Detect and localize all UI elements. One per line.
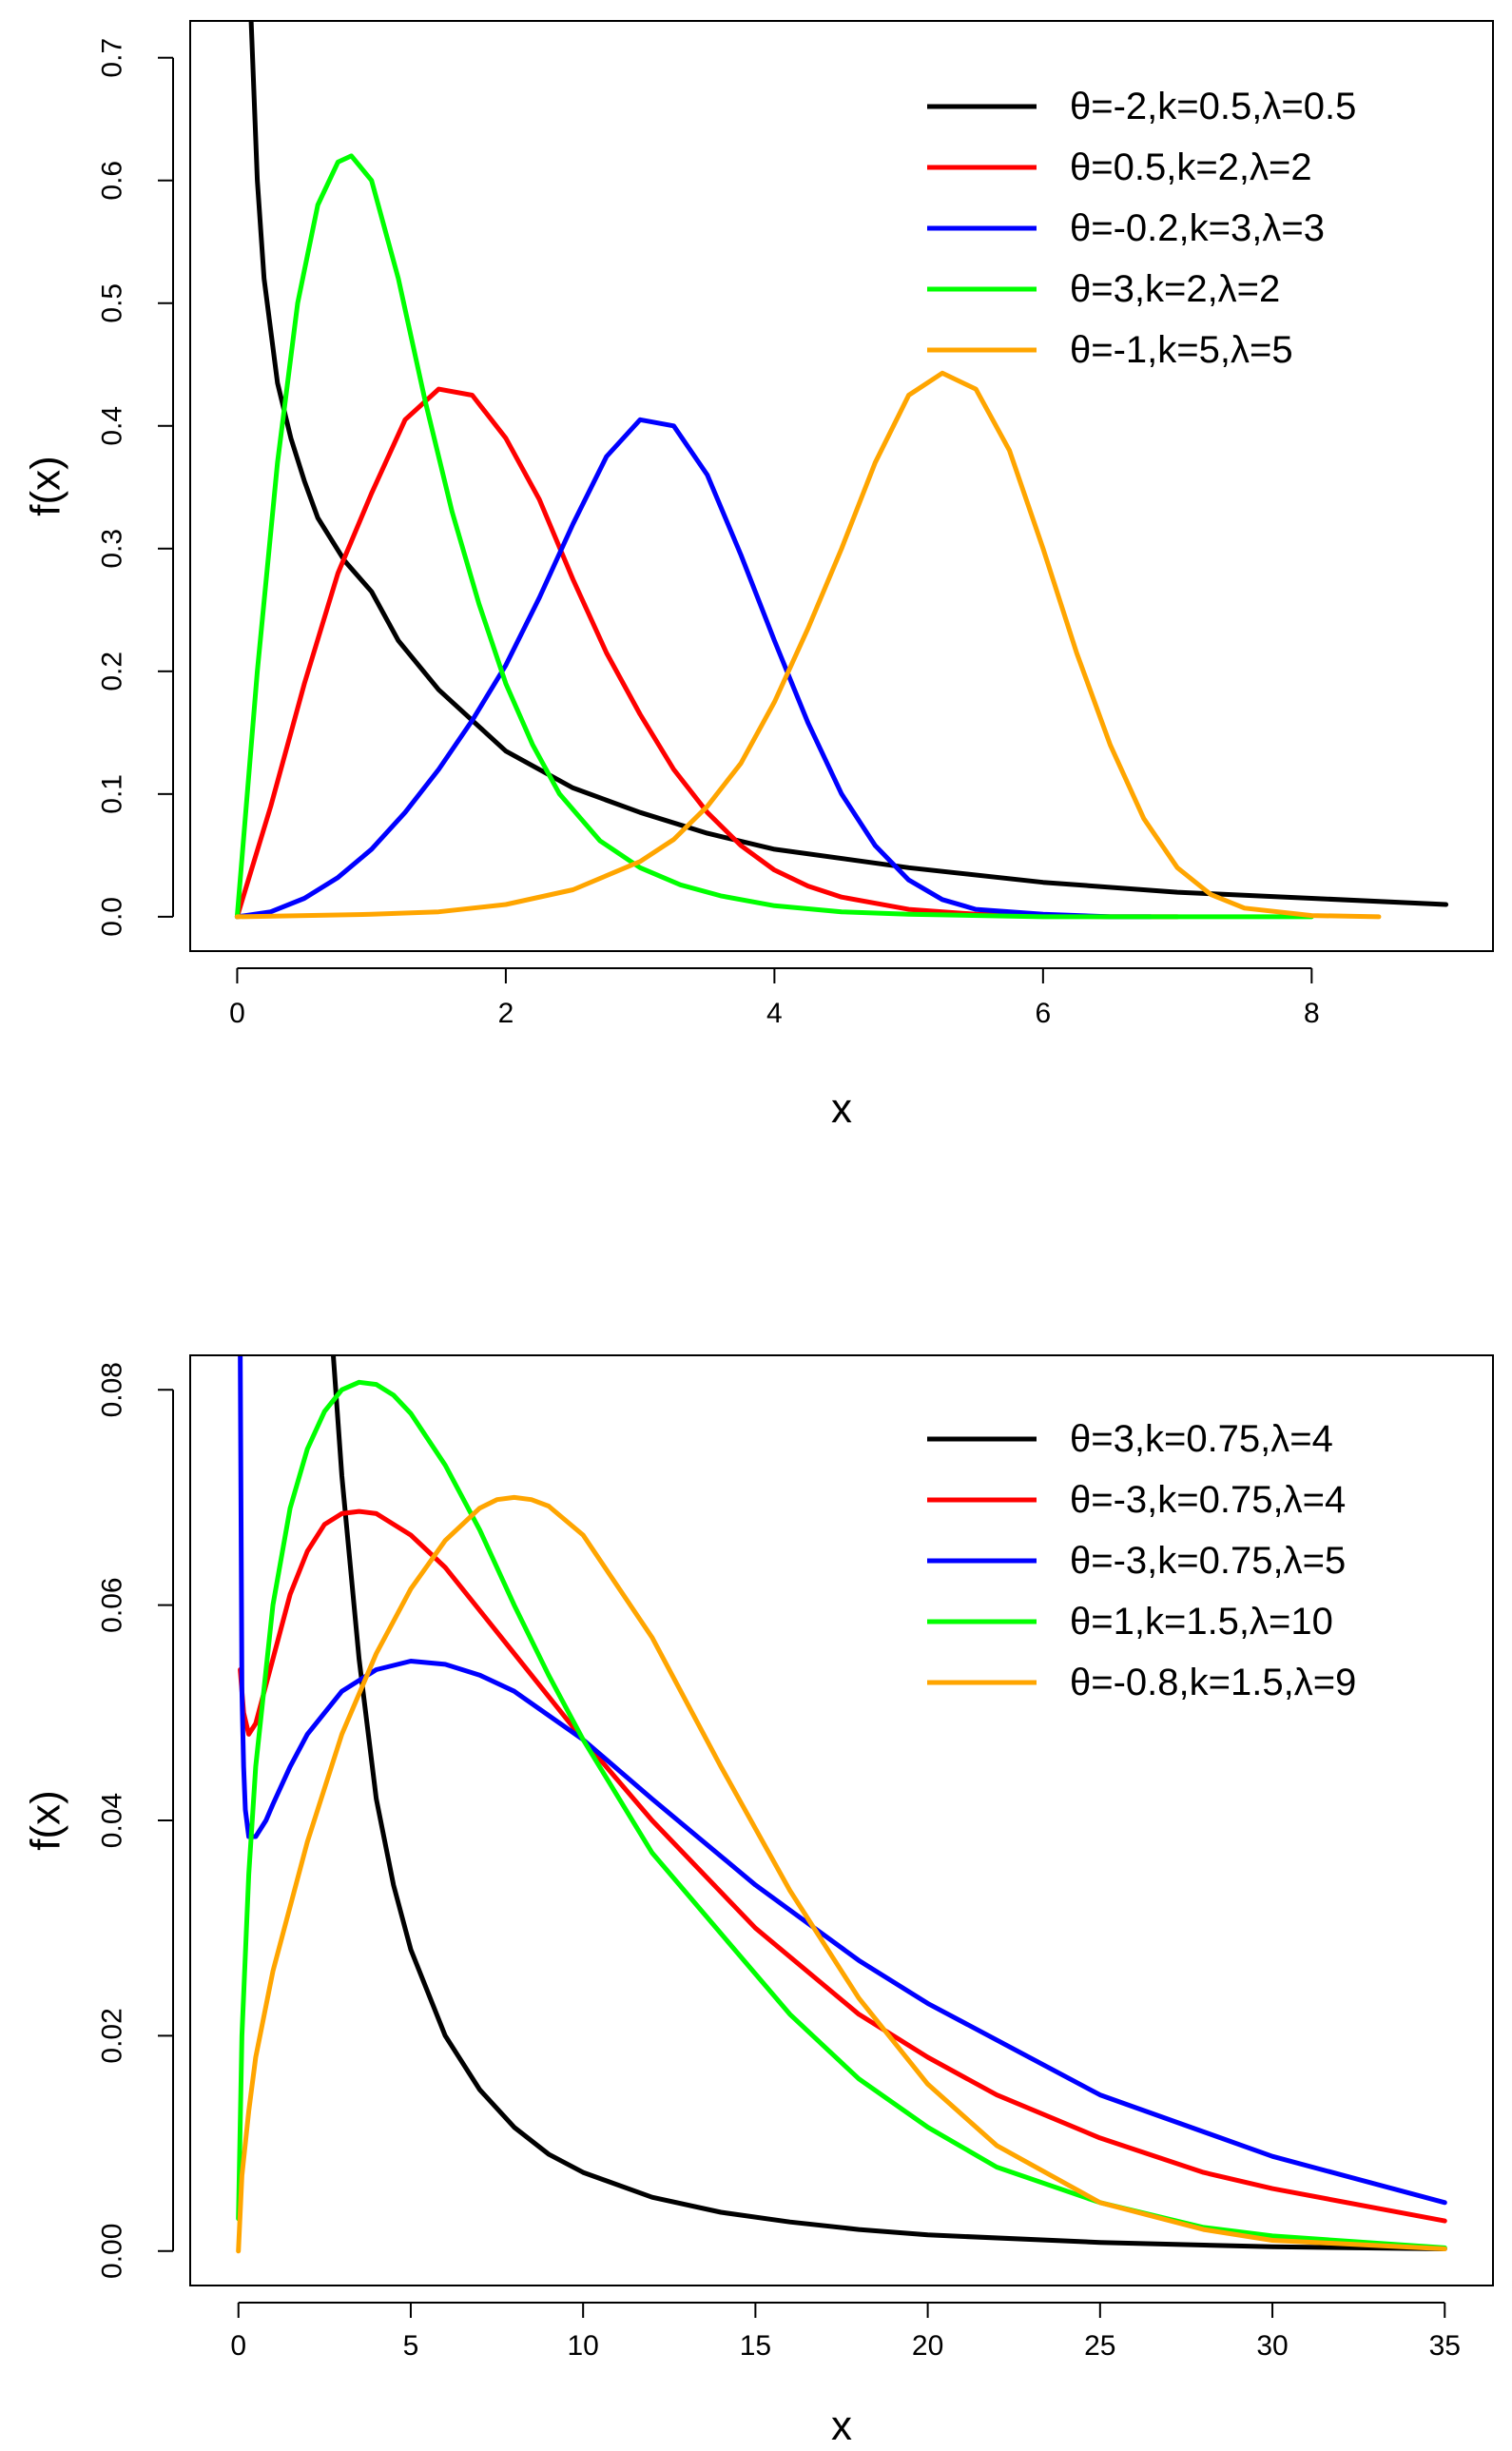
y-tick-label: 0.08: [97, 1362, 128, 1417]
legend: θ=3,k=0.75,λ=4 θ=-3,k=0.75,λ=4 θ=-3,k=0.75…: [927, 1418, 1356, 1703]
x-axis: 0 5 10 15 20 25 30 35 x: [230, 2302, 1461, 2449]
legend-label: θ=0.5,k=2,λ=2: [1070, 146, 1312, 188]
x-tick-label: 2: [498, 998, 514, 1029]
y-axis-title: f(x): [23, 1790, 69, 1851]
y-tick-label: 0.00: [97, 2224, 128, 2279]
legend-label: θ=-3,k=0.75,λ=4: [1070, 1479, 1346, 1521]
plot-frame: [189, 1354, 1494, 2286]
legend-label: θ=-3,k=0.75,λ=5: [1070, 1540, 1346, 1582]
y-tick-label: 0.02: [97, 2008, 128, 2063]
x-tick-label: 30: [1256, 2330, 1288, 2362]
y-tick-label: 0.0: [97, 897, 128, 937]
legend: θ=-2,k=0.5,λ=0.5 θ=0.5,k=2,λ=2 θ=-0.2,k=3,…: [927, 86, 1356, 371]
x-tick-label: 6: [1036, 998, 1052, 1029]
y-tick-label: 0.4: [97, 406, 128, 446]
series-line-5: [234, 370, 1382, 920]
series-line-1: [330, 1355, 1447, 2251]
legend-label: θ=-0.2,k=3,λ=3: [1070, 207, 1325, 249]
x-axis-title: x: [831, 2402, 852, 2449]
y-tick-label: 0.7: [97, 38, 128, 78]
chart-bottom: 0 5 10 15 20 25 30 35 x 0.00 0.02 0.04 0.06 0.08 f(x) θ…: [23, 1354, 1494, 2449]
series-group: [236, 1355, 1447, 2254]
series-line-3: [238, 1355, 1447, 2206]
x-tick-label: 5: [403, 2330, 419, 2362]
x-tick-label: 10: [567, 2330, 598, 2362]
x-tick-label: 15: [740, 2330, 771, 2362]
y-axis: 0.0 0.1 0.2 0.3 0.4 0.5 0.6 0.7 f(x): [23, 38, 174, 937]
legend-label: θ=3,k=0.75,λ=4: [1070, 1418, 1333, 1460]
series-line-4: [236, 1379, 1447, 2250]
series-line-2: [238, 1508, 1447, 2224]
series-line-2: [234, 386, 1180, 920]
y-tick-label: 0.06: [97, 1577, 128, 1632]
x-tick-label: 25: [1084, 2330, 1115, 2362]
y-axis-title: f(x): [23, 456, 69, 516]
series-line-4: [234, 153, 1314, 920]
y-tick-label: 0.2: [97, 652, 128, 691]
y-tick-label: 0.1: [97, 774, 128, 814]
legend-label: θ=3,k=2,λ=2: [1070, 268, 1280, 310]
legend-label: θ=-2,k=0.5,λ=0.5: [1070, 86, 1356, 127]
x-tick-label: 8: [1304, 998, 1320, 1029]
x-axis: 0 2 4 6 8 x: [229, 967, 1320, 1132]
series-line-1: [248, 21, 1449, 907]
x-tick-label: 4: [766, 998, 783, 1029]
x-tick-label: 0: [229, 998, 245, 1029]
series-line-5: [236, 1494, 1447, 2254]
x-axis-title: x: [831, 1085, 852, 1132]
chart-top: 0 2 4 6 8 x 0.0 0.1 0.2 0.3 0.4 0.5 0.6 0.7 f(x) θ=-2,k…: [23, 20, 1494, 1132]
x-tick-label: 20: [912, 2330, 943, 2362]
x-tick-label: 0: [230, 2330, 246, 2362]
y-tick-label: 0.3: [97, 529, 128, 569]
series-group: [234, 21, 1449, 920]
y-tick-label: 0.04: [97, 1793, 128, 1848]
x-tick-label: 35: [1429, 2330, 1461, 2362]
y-axis: 0.00 0.02 0.04 0.06 0.08 f(x): [23, 1362, 174, 2279]
y-tick-label: 0.6: [97, 161, 128, 201]
plot-frame: [189, 20, 1494, 952]
legend-label: θ=1,k=1.5,λ=10: [1070, 1601, 1333, 1643]
y-tick-label: 0.5: [97, 283, 128, 323]
legend-label: θ=-1,k=5,λ=5: [1070, 329, 1293, 371]
series-line-3: [234, 417, 1153, 920]
legend-label: θ=-0.8,k=1.5,λ=9: [1070, 1662, 1356, 1703]
